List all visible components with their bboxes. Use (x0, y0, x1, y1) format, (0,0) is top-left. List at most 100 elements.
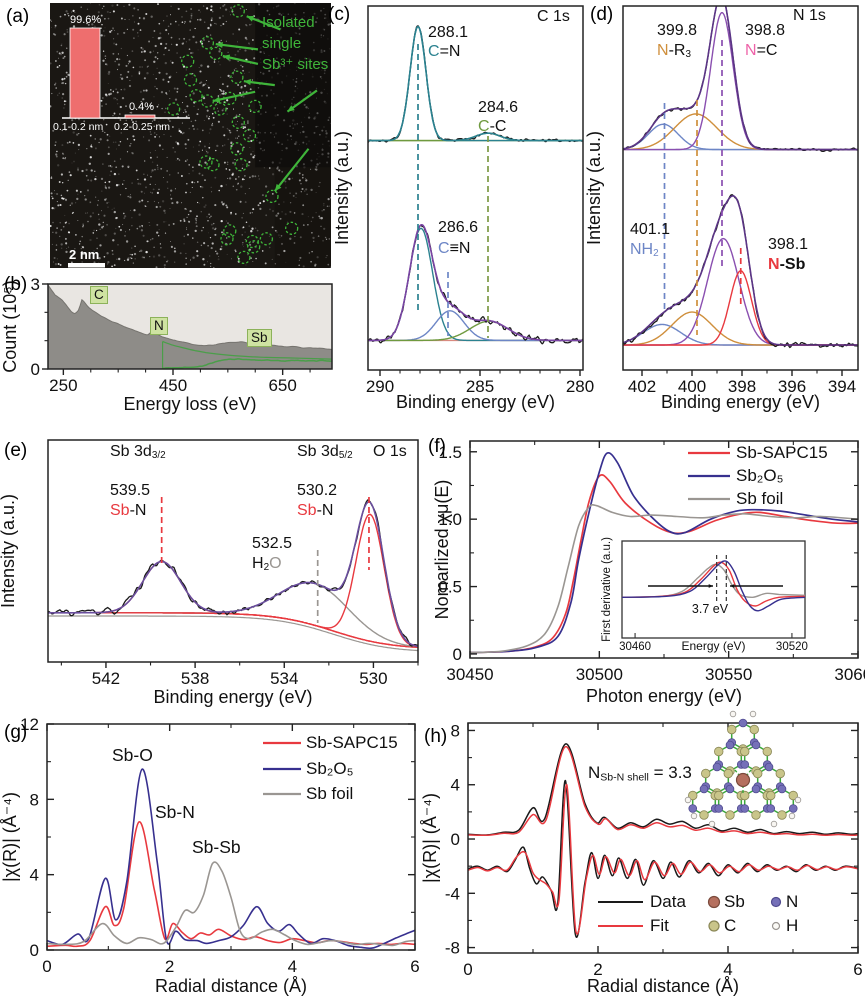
annotation-text: C=N (428, 43, 461, 60)
annotation-text: N-Sb (768, 256, 806, 273)
xps-spectra-e (48, 499, 418, 652)
svg-text:4: 4 (288, 957, 297, 976)
svg-text:0.2-0.25 nm: 0.2-0.25 nm (114, 121, 170, 133)
sb-n4-structure-model (684, 710, 802, 828)
annotation-text: N=C (745, 42, 778, 59)
svg-text:530: 530 (359, 669, 387, 688)
svg-text:Isolated: Isolated (262, 14, 315, 31)
annotation-text: Sb-N (297, 502, 334, 519)
axes-c: 290 285 280 Binding energy (eV) Intensity (a… (332, 5, 594, 412)
axes-b: 250 450 650 0 3 Energy loss (eV) Count (10⁵) (0, 275, 333, 414)
svg-text:Binding energy (eV): Binding energy (eV) (661, 392, 820, 412)
annotation-text: Sb 3d3/2 (110, 443, 166, 462)
svg-text:99.6%: 99.6% (70, 14, 101, 26)
svg-text:0.1-0.2 nm: 0.1-0.2 nm (53, 121, 103, 133)
panel-label-b: (b) (4, 274, 28, 295)
panel-label-e: (e) (4, 440, 28, 461)
svg-text:0: 0 (42, 957, 51, 976)
svg-text:Energy (eV): Energy (eV) (681, 639, 745, 653)
svg-text:542: 542 (92, 669, 120, 688)
svg-text:3.7 eV: 3.7 eV (692, 602, 729, 616)
svg-text:0: 0 (451, 830, 460, 849)
annotation-arrows (212, 15, 318, 192)
svg-text:1.0: 1.0 (438, 510, 462, 529)
eels-spectrum (48, 284, 332, 369)
svg-text:1.5: 1.5 (438, 443, 462, 462)
panel-label-f: (f) (428, 436, 446, 457)
svg-text:|χ(R)| (Å⁻⁴): |χ(R)| (Å⁻⁴) (0, 792, 20, 882)
element-badge: N (150, 317, 168, 335)
svg-text:Radial distance (Å): Radial distance (Å) (155, 976, 307, 996)
annotation-text: C≡N (438, 240, 471, 257)
svg-text:single: single (262, 35, 301, 52)
svg-text:8: 8 (451, 721, 460, 740)
annotation-text: 398.8 (745, 22, 786, 39)
panel-label-g: (g) (4, 722, 28, 743)
annotation-text: 401.1 (630, 221, 671, 238)
svg-text:2: 2 (165, 957, 174, 976)
svg-text:2: 2 (593, 960, 602, 979)
annotation-text: C 1s (537, 8, 570, 25)
svg-text:0: 0 (30, 941, 39, 960)
svg-text:Data: Data (650, 892, 686, 911)
axes-d: 402 400 398 396 394 Binding energy (eV) Intens… (584, 5, 859, 412)
svg-text:285: 285 (466, 377, 494, 396)
svg-text:30550: 30550 (705, 665, 752, 684)
annotation-text: C-C (478, 118, 507, 135)
annotation-text: 532.5 (252, 535, 293, 552)
svg-text:0: 0 (463, 960, 472, 979)
site-distance-histogram: 99.6% 0.1-0.2 nm 0.4% 0.2-0.25 nm (53, 14, 190, 133)
svg-text:Nomarlized χμ(E): Nomarlized χμ(E) (432, 480, 452, 620)
svg-text:Photon energy (eV): Photon energy (eV) (586, 686, 742, 706)
element-badge: Sb (247, 329, 272, 347)
svg-text:Radial distance (Å): Radial distance (Å) (587, 976, 739, 996)
svg-text:538: 538 (181, 669, 209, 688)
annotation-text: 288.1 (428, 24, 469, 41)
svg-text:6: 6 (853, 960, 862, 979)
panel-label-h: (h) (424, 726, 448, 747)
svg-text:4: 4 (30, 866, 39, 885)
svg-text:30520: 30520 (776, 641, 808, 653)
axes-h: 0 2 4 6 -8 -4 0 4 8 Radial distance (Å) |χ(R)| (Å⁻… (420, 721, 863, 996)
svg-text:4: 4 (451, 776, 460, 795)
svg-text:8: 8 (30, 790, 39, 809)
svg-text:Sb-Sb: Sb-Sb (192, 837, 241, 857)
svg-text:Intensity (a.u.): Intensity (a.u.) (584, 131, 604, 245)
annotation-text: N 1s (793, 7, 826, 24)
line-series-g (47, 768, 415, 950)
annotation-text: H2O (252, 555, 282, 574)
first-derivative-inset (622, 560, 805, 612)
svg-text:Sb-O: Sb-O (112, 745, 153, 765)
svg-text:3: 3 (31, 275, 40, 294)
svg-text:6: 6 (410, 957, 419, 976)
svg-text:C: C (724, 916, 736, 935)
annotation-text: 539.5 (110, 482, 151, 499)
annotation-text: 530.2 (297, 482, 338, 499)
svg-text:30460: 30460 (619, 641, 651, 653)
svg-text:-4: -4 (445, 884, 460, 903)
annotation-text: 286.6 (438, 219, 479, 236)
svg-text:2 nm: 2 nm (69, 247, 99, 262)
svg-text:0.5: 0.5 (438, 578, 462, 597)
svg-text:Count (10⁵): Count (10⁵) (0, 280, 20, 373)
svg-text:400: 400 (678, 377, 706, 396)
line-series-f (470, 451, 858, 654)
svg-text:290: 290 (366, 377, 394, 396)
svg-text:Sb foil: Sb foil (736, 489, 783, 508)
svg-text:12: 12 (20, 715, 39, 734)
svg-text:280: 280 (566, 377, 594, 396)
panel-label-c: (c) (328, 4, 351, 25)
annotation-text: Sb 3d5/2 (297, 443, 353, 462)
svg-text:Sb₂O₅: Sb₂O₅ (306, 759, 353, 778)
svg-text:0.4%: 0.4% (129, 101, 154, 113)
svg-text:534: 534 (270, 669, 298, 688)
svg-text:-8: -8 (445, 939, 460, 958)
svg-text:396: 396 (778, 377, 806, 396)
annotation-text: N-R3 (657, 42, 691, 61)
svg-text:Binding energy (eV): Binding energy (eV) (153, 687, 312, 707)
stem-image: Isolated single Sb³⁺ sites 99.6% 0.1-0.2 nm 0… (50, 3, 331, 268)
svg-text:402: 402 (628, 377, 656, 396)
svg-text:First derivative (a.u.): First derivative (a.u.) (601, 537, 613, 642)
